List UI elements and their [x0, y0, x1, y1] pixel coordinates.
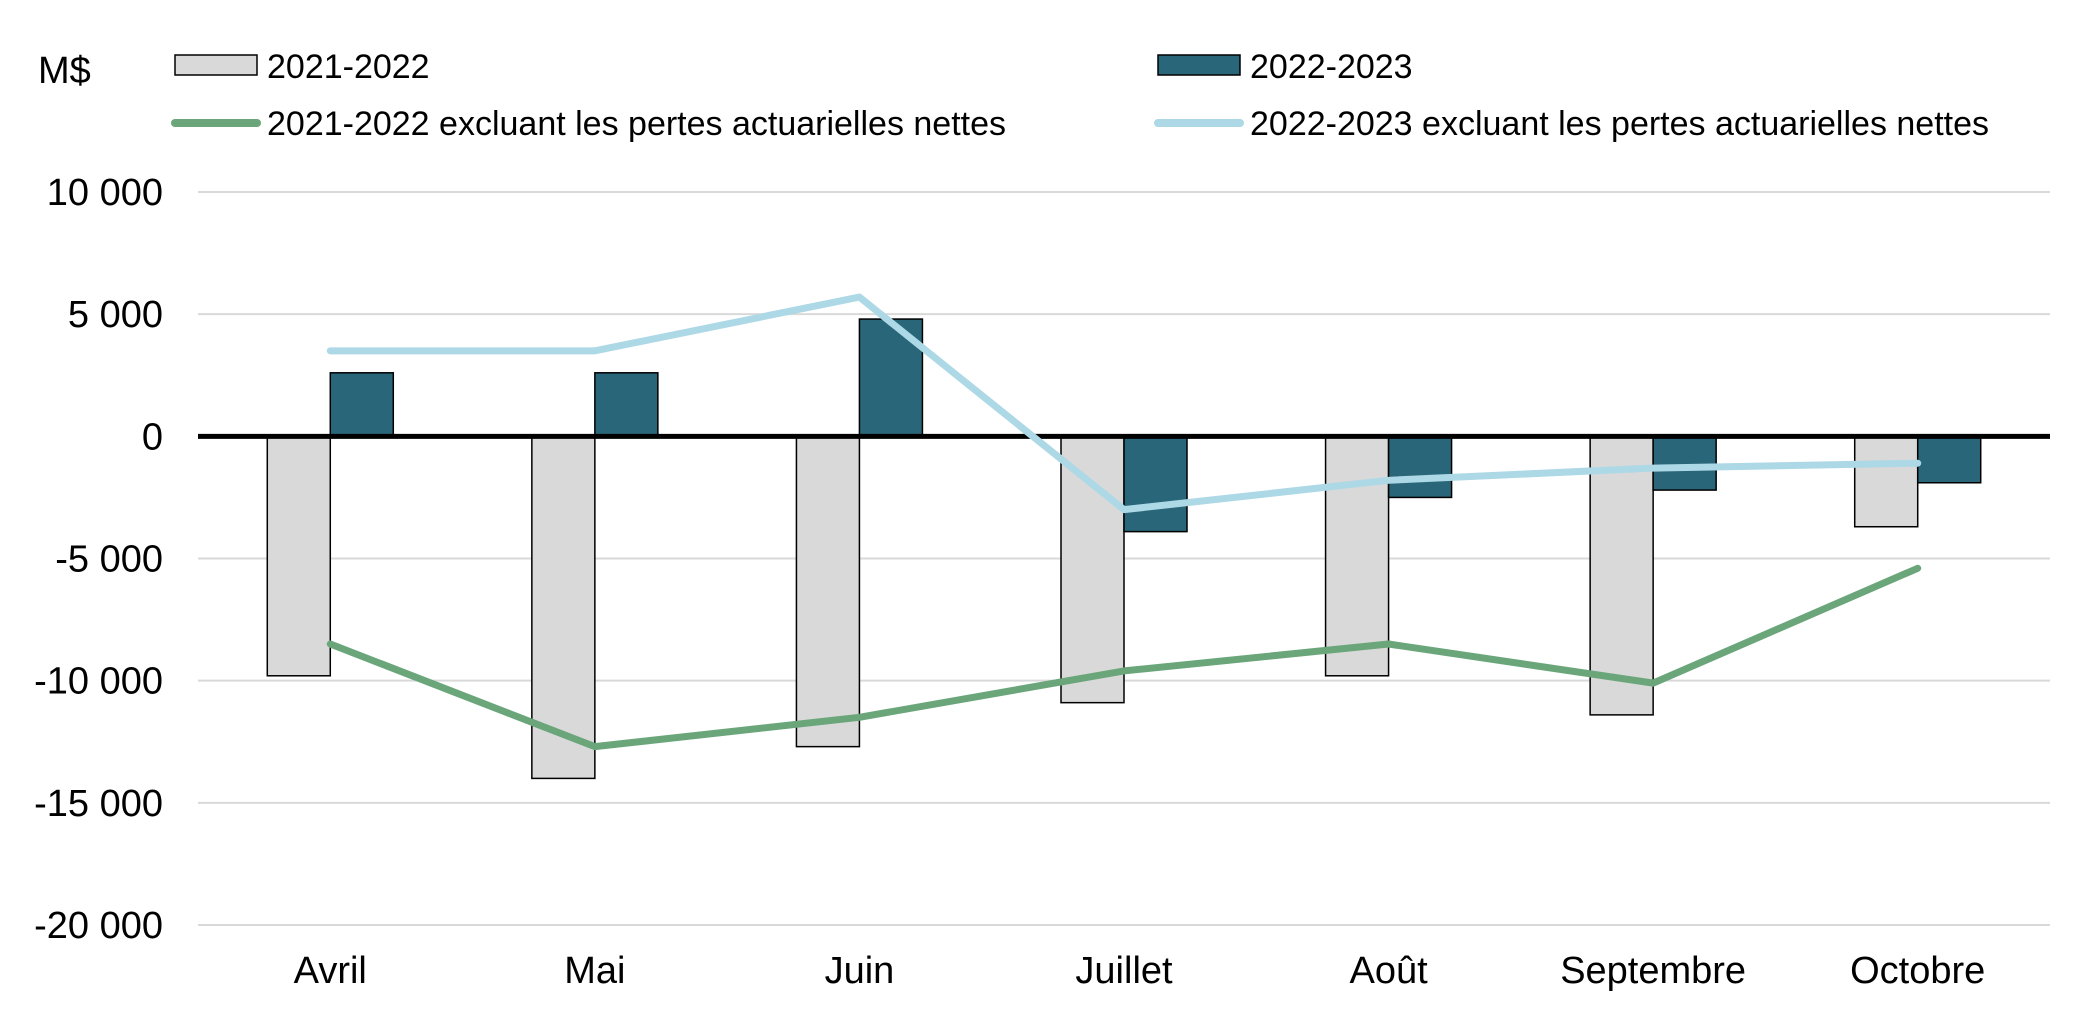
bar-2021-2022-2: [795, 435, 861, 748]
category-label: Août: [1349, 950, 1428, 992]
category-label: Mai: [564, 950, 625, 992]
bar-2021-2022-5: [1589, 435, 1654, 716]
lines: [326, 293, 1922, 751]
bar-2021-2022-3: [1060, 435, 1125, 704]
legend-label: 2021-2022: [267, 48, 430, 86]
y-tick-label: -15 000: [34, 783, 163, 825]
bar-2022-2023-4: [1387, 435, 1453, 499]
bar-2022-2023-3: [1123, 435, 1188, 533]
bar-2022-2023-1: [594, 372, 659, 438]
legend-label: 2022-2023 excluant les pertes actuariell…: [1250, 105, 1989, 143]
line-series-0: [326, 564, 1922, 751]
y-tick-label: 0: [142, 416, 163, 458]
legend-swatch: [174, 54, 258, 76]
bar-2021-2022-0: [266, 435, 332, 677]
category-label: Juin: [825, 950, 895, 992]
y-tick-label: 10 000: [47, 172, 163, 214]
legend-label: 2022-2023: [1250, 48, 1413, 86]
y-tick-label: -10 000: [34, 661, 163, 703]
legend-label: 2021-2022 excluant les pertes actuariell…: [267, 105, 1006, 143]
bars: [266, 318, 1982, 780]
y-tick-label: 5 000: [68, 294, 163, 336]
y-tick-label: -5 000: [55, 539, 163, 581]
y-tick-label: -20 000: [34, 905, 163, 947]
category-label: Avril: [294, 950, 367, 992]
category-label: Septembre: [1560, 950, 1746, 992]
category-label: Juillet: [1075, 950, 1173, 992]
category-labels: Avril Mai Juin Juillet Août Septembre Octobre: [294, 950, 1986, 992]
bar-2021-2022-6: [1853, 435, 1919, 528]
y-unit-label: M$: [38, 50, 91, 92]
category-label: Octobre: [1850, 950, 1985, 992]
bar-2021-2022-4: [1324, 435, 1390, 677]
bar-2021-2022-1: [531, 435, 596, 780]
line-series-1: [326, 293, 1922, 514]
bar-2022-2023-6: [1916, 435, 1982, 484]
bar-2022-2023-0: [329, 372, 395, 438]
y-tick-labels: 10 000 5 000 0 -5 000 -10 000 -15 000 -20 000: [34, 172, 163, 947]
bar-2022-2023-5: [1652, 435, 1717, 491]
legend-swatch: [1157, 54, 1241, 76]
legend: 2021-2022 2022-2023 2021-2022 excluant les…: [171, 48, 1989, 143]
